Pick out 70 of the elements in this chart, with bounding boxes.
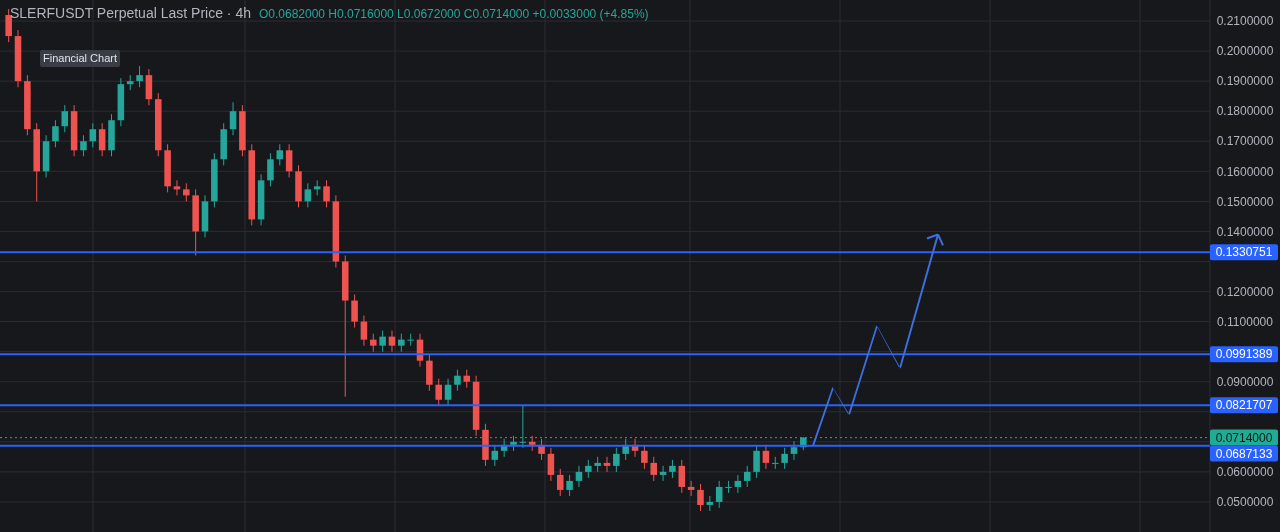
ref-line-label: 0.0821707 <box>1215 398 1273 413</box>
candlestick <box>61 104 69 133</box>
candlestick <box>173 179 181 196</box>
candlestick <box>641 444 648 470</box>
y-tick-label: 0.1100000 <box>1217 314 1274 329</box>
candlestick <box>556 468 564 497</box>
candlestick <box>772 456 779 470</box>
candlestick <box>585 459 592 479</box>
candlestick <box>734 474 742 494</box>
ref-line-label: 0.0687133 <box>1215 446 1273 461</box>
candlestick <box>603 456 611 473</box>
candlestick <box>725 480 732 494</box>
text: O0.0682000 H0.0716000 L0.0672000 C0.0714000 +0.0033000 (+4.85%) <box>258 7 649 21</box>
candlestick <box>743 465 751 488</box>
candlestick <box>98 122 106 157</box>
y-tick-label: 0.0600000 <box>1216 465 1274 480</box>
candlestick <box>753 444 760 479</box>
ref-line-label: 0.1330751 <box>1215 245 1273 260</box>
candlestick <box>136 65 143 88</box>
candlestick <box>360 315 368 347</box>
candlestick <box>285 143 293 178</box>
y-tick-label: 0.1900000 <box>1216 74 1274 89</box>
candlestick <box>388 330 396 353</box>
candlestick <box>52 119 59 148</box>
candlestick <box>454 369 461 392</box>
candlestick <box>183 182 190 202</box>
candlestick <box>5 8 12 43</box>
y-tick-label: 0.2100000 <box>1216 14 1274 29</box>
y-tick-label: 0.1200000 <box>1216 284 1274 299</box>
candlestick <box>351 294 358 329</box>
candlestick <box>575 465 583 488</box>
y-tick-label: 0.2000000 <box>1216 44 1274 59</box>
candlestick <box>379 330 386 353</box>
candlestick <box>323 179 330 208</box>
y-tick-label: 0.1400000 <box>1216 224 1274 239</box>
candlestick <box>398 333 405 353</box>
candlestick <box>697 483 704 512</box>
ref-line-label: 0.0714000 <box>1215 430 1273 445</box>
candlestick <box>444 378 452 407</box>
candlestick <box>650 456 658 482</box>
candlestick <box>370 333 377 353</box>
ref-line-label: 0.0991389 <box>1215 347 1273 362</box>
candlestick <box>613 447 620 473</box>
candlestick <box>304 182 312 208</box>
candlestick <box>229 101 237 136</box>
candlestick <box>669 459 676 479</box>
candlestick <box>89 122 97 148</box>
candlestick <box>566 474 573 497</box>
candlestick <box>547 447 555 482</box>
y-tick-label: 0.1600000 <box>1216 164 1274 179</box>
candlestick <box>463 369 471 389</box>
y-tick-label: 0.0900000 <box>1216 374 1274 389</box>
annotation: Financial Chart <box>43 52 117 65</box>
candlestick <box>80 134 87 157</box>
candlestick <box>762 444 770 470</box>
chart-title: SLERFUSDT Perpetual Last Price · 4h <box>10 5 251 21</box>
candlestick <box>790 440 798 461</box>
candlestick <box>715 480 723 509</box>
y-tick-label: 0.1500000 <box>1216 194 1274 209</box>
y-tick-label: 0.1800000 <box>1216 104 1274 119</box>
y-tick-label: 0.0500000 <box>1216 495 1274 510</box>
candlestick <box>678 459 686 494</box>
candlestick <box>435 378 442 407</box>
candlestick <box>781 447 788 470</box>
y-tick-label: 0.1700000 <box>1216 134 1274 149</box>
candlestick <box>267 152 274 187</box>
candlestick <box>407 333 414 347</box>
candlestick <box>659 465 667 482</box>
candlestick <box>276 143 284 166</box>
candlestick <box>687 480 695 497</box>
